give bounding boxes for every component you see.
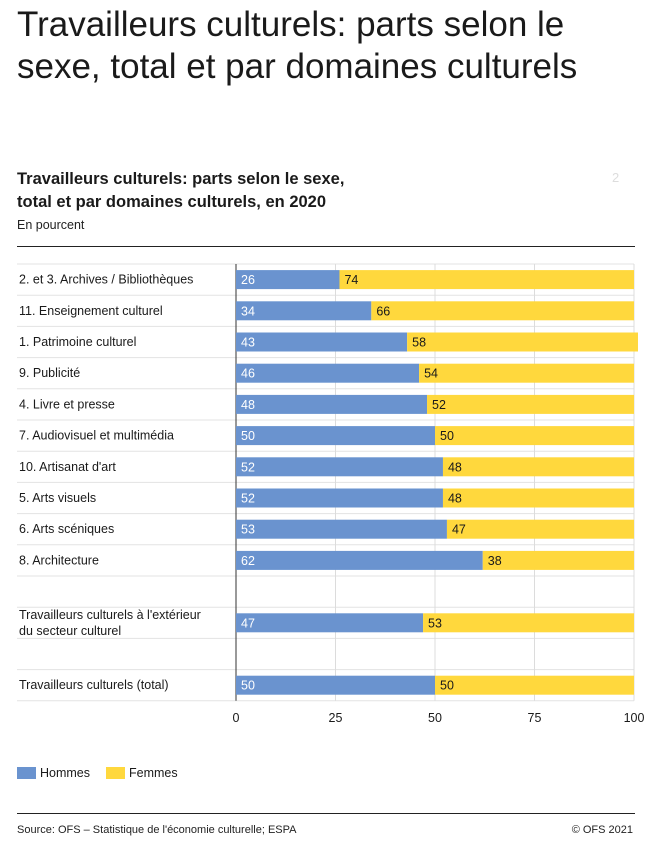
value-label-femmes: 50 bbox=[440, 429, 454, 443]
value-label-femmes: 54 bbox=[424, 367, 438, 381]
chart-title: Travailleurs culturels: parts selon le s… bbox=[17, 170, 345, 211]
legend-item-femmes: Femmes bbox=[106, 766, 178, 780]
value-label-hommes: 43 bbox=[241, 336, 255, 350]
value-label-hommes: 62 bbox=[241, 554, 255, 568]
category-label: 5. Arts visuels bbox=[19, 491, 96, 505]
value-label-femmes: 38 bbox=[488, 554, 502, 568]
bar-femmes bbox=[435, 675, 634, 695]
value-label-femmes: 58 bbox=[412, 336, 426, 350]
legend-label-hommes: Hommes bbox=[40, 766, 91, 780]
bar-femmes bbox=[427, 394, 634, 414]
bottom-divider bbox=[17, 813, 635, 814]
value-label-hommes: 53 bbox=[241, 523, 255, 537]
x-tick-label: 100 bbox=[624, 711, 645, 725]
legend-label-femmes: Femmes bbox=[129, 766, 178, 780]
value-label-hommes: 50 bbox=[241, 429, 255, 443]
category-label: 11. Enseignement culturel bbox=[19, 304, 163, 318]
value-label-hommes: 50 bbox=[241, 679, 255, 693]
category-label: 2. et 3. Archives / Bibliothèques bbox=[19, 273, 193, 287]
category-label: 4. Livre et presse bbox=[19, 397, 115, 411]
bar-femmes bbox=[446, 519, 634, 539]
value-label-hommes: 26 bbox=[241, 273, 255, 287]
value-label-hommes: 52 bbox=[241, 460, 255, 474]
value-label-femmes: 50 bbox=[440, 679, 454, 693]
bar-hommes bbox=[236, 457, 443, 477]
category-label: 6. Arts scéniques bbox=[19, 522, 114, 536]
category-label: 7. Audiovisuel et multimédia bbox=[19, 429, 174, 443]
corner-mark: 2 bbox=[612, 170, 620, 185]
bar-femmes bbox=[442, 488, 634, 508]
bar-hommes bbox=[236, 363, 420, 383]
legend-item-hommes: Hommes bbox=[17, 766, 90, 780]
bar-hommes bbox=[236, 426, 435, 446]
source-note: Source: OFS – Statistique de l'économie … bbox=[17, 824, 297, 836]
value-label-femmes: 53 bbox=[428, 616, 442, 630]
legend-swatch-hommes bbox=[17, 767, 36, 779]
legend: Hommes Femmes bbox=[17, 766, 194, 780]
category-label: 10. Artisanat d'art bbox=[19, 460, 116, 474]
top-divider bbox=[17, 246, 635, 247]
bar-hommes bbox=[236, 270, 340, 290]
value-label-femmes: 47 bbox=[452, 523, 466, 537]
category-label: Travailleurs culturels à l'extérieur du s… bbox=[19, 608, 201, 638]
x-tick-label: 0 bbox=[233, 711, 240, 725]
bar-femmes bbox=[339, 270, 634, 290]
legend-swatch-femmes bbox=[106, 767, 126, 779]
copyright: © OFS 2021 bbox=[571, 824, 633, 836]
bar-hommes bbox=[236, 301, 372, 321]
bar-hommes bbox=[236, 332, 408, 352]
value-label-femmes: 52 bbox=[432, 398, 446, 412]
x-tick-label: 75 bbox=[528, 711, 542, 725]
bar-hommes bbox=[236, 613, 424, 633]
value-label-hommes: 48 bbox=[241, 398, 255, 412]
category-label: Travailleurs culturels (total) bbox=[19, 678, 169, 692]
x-tick-label: 25 bbox=[329, 711, 343, 725]
bar-hommes bbox=[236, 675, 435, 695]
bar-hommes bbox=[236, 550, 483, 570]
value-label-hommes: 46 bbox=[241, 367, 255, 381]
bar-femmes bbox=[482, 550, 634, 570]
bar-femmes bbox=[435, 426, 634, 446]
category-label: 8. Architecture bbox=[19, 553, 99, 567]
bar-femmes bbox=[407, 332, 638, 352]
value-label-hommes: 34 bbox=[241, 304, 255, 318]
value-label-femmes: 66 bbox=[376, 304, 390, 318]
value-label-femmes: 48 bbox=[448, 492, 462, 506]
bar-hommes bbox=[236, 488, 443, 508]
chart-subtitle: En pourcent bbox=[17, 218, 85, 232]
value-label-hommes: 52 bbox=[241, 492, 255, 506]
bar-chart: 2. et 3. Archives / Bibliothèques 11. Ens… bbox=[17, 263, 645, 725]
bar-hommes bbox=[236, 519, 447, 539]
bar-femmes bbox=[423, 613, 634, 633]
category-label: 9. Publicité bbox=[19, 366, 80, 380]
bar-femmes bbox=[442, 457, 634, 477]
x-tick-label: 50 bbox=[428, 711, 442, 725]
value-label-femmes: 48 bbox=[448, 460, 462, 474]
bar-femmes bbox=[419, 363, 634, 383]
bar-hommes bbox=[236, 394, 428, 414]
bar-femmes bbox=[371, 301, 634, 321]
value-label-hommes: 47 bbox=[241, 616, 255, 630]
page-title: Travailleurs culturels: parts selon le s… bbox=[17, 5, 578, 86]
value-label-femmes: 74 bbox=[344, 273, 358, 287]
category-label: 1. Patrimoine culturel bbox=[19, 335, 136, 349]
